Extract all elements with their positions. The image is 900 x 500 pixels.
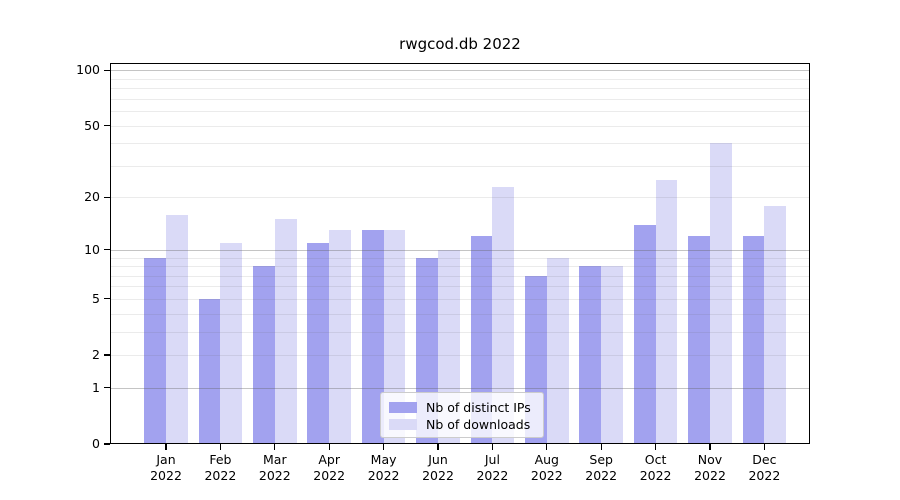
y-gridline-50 [110, 125, 810, 127]
y-tick-mark-5 [104, 298, 110, 300]
chart-title: rwgcod.db 2022 [399, 35, 521, 53]
y-gridline-40 [110, 143, 810, 145]
bar-downloads-dec [764, 205, 787, 444]
y-gridline-5 [110, 298, 810, 300]
x-tick-mark-jan [165, 444, 167, 450]
x-tick-mark-feb [219, 444, 222, 450]
x-tick-mark-oct [654, 444, 657, 450]
x-tick-label-oct: Oct 2022 [639, 452, 672, 483]
y-tick-label-1: 1 [92, 379, 100, 395]
bar-distinct-ips-apr [307, 242, 330, 444]
bar-distinct-ips-nov [688, 236, 710, 444]
bar-distinct-ips-mar [253, 266, 275, 444]
y-tick-label-50: 50 [84, 117, 100, 133]
bar-downloads-aug [546, 257, 569, 444]
y-gridline-6 [110, 286, 810, 288]
y-gridline-7 [110, 275, 810, 277]
legend-item-distinct-ips: Nb of distinct IPs [389, 399, 534, 415]
x-tick-label-nov: Nov 2022 [694, 452, 726, 483]
y-gridline-9 [110, 257, 810, 259]
bar-distinct-ips-dec [742, 236, 765, 444]
y-tick-label-10: 10 [84, 241, 100, 257]
legend-swatch-distinct-ips [389, 401, 417, 413]
y-gridline-90 [110, 78, 810, 80]
plot-area: Nb of distinct IPs Nb of downloads [110, 63, 810, 444]
x-tick-mark-may [383, 444, 385, 450]
x-tick-mark-jun [437, 444, 439, 450]
x-tick-label-sep: Sep 2022 [585, 452, 618, 483]
x-tick-mark-dec [763, 444, 766, 450]
y-gridline-3 [110, 331, 810, 333]
x-tick-mark-nov [709, 444, 711, 450]
y-tick-mark-20 [104, 196, 110, 199]
bar-downloads-mar [274, 219, 297, 444]
y-tick-mark-50 [104, 124, 110, 127]
y-tick-mark-100 [104, 69, 110, 71]
legend-label-distinct-ips: Nb of distinct IPs [426, 399, 531, 415]
y-gridline-2 [110, 355, 810, 356]
bar-distinct-ips-oct [633, 224, 656, 444]
y-tick-label-20: 20 [84, 189, 100, 205]
y-gridline-70 [110, 98, 810, 100]
x-tick-label-jul: Jul 2022 [476, 452, 509, 483]
bar-distinct-ips-may [361, 230, 384, 444]
y-tick-label-5: 5 [92, 290, 100, 306]
y-gridline-30 [110, 165, 810, 167]
bar-distinct-ips-sep [579, 266, 602, 444]
x-tick-mark-aug [546, 444, 548, 450]
bar-downloads-sep [601, 266, 623, 444]
legend-label-downloads: Nb of downloads [426, 416, 531, 432]
x-tick-label-jan: Jan 2022 [150, 452, 182, 483]
y-tick-mark-0 [104, 443, 110, 445]
y-gridline-100 [110, 70, 810, 72]
y-tick-label-0: 0 [92, 436, 100, 451]
y-tick-label-100: 100 [76, 62, 100, 78]
bar-downloads-feb [220, 242, 243, 444]
bar-downloads-oct [655, 180, 678, 444]
y-gridline-20 [110, 197, 810, 199]
x-tick-label-mar: Mar 2022 [258, 452, 291, 483]
x-tick-label-apr: Apr 2022 [313, 452, 346, 483]
bar-downloads-may [383, 230, 406, 444]
y-gridline-10 [110, 249, 810, 251]
y-tick-mark-10 [104, 249, 110, 251]
legend: Nb of distinct IPs Nb of downloads [380, 392, 544, 438]
x-tick-mark-mar [274, 444, 276, 450]
x-tick-label-aug: Aug 2022 [530, 452, 563, 483]
grid-layer [110, 63, 810, 444]
x-tick-mark-apr [328, 444, 330, 450]
y-gridline-80 [110, 88, 810, 90]
bar-downloads-apr [329, 230, 351, 444]
y-gridline-60 [110, 111, 810, 112]
x-tick-label-dec: Dec 2022 [748, 452, 781, 483]
y-gridline-4 [110, 313, 810, 315]
y-gridline-1 [110, 387, 810, 389]
legend-item-downloads: Nb of downloads [389, 416, 534, 432]
bar-distinct-ips-jan [144, 257, 166, 444]
legend-swatch-downloads [389, 418, 417, 430]
bar-downloads-nov [710, 143, 732, 444]
x-tick-label-jun: Jun 2022 [422, 452, 454, 483]
x-tick-mark-jul [491, 444, 494, 450]
x-tick-label-may: May 2022 [367, 452, 400, 483]
y-tick-label-2: 2 [92, 347, 100, 362]
x-tick-label-feb: Feb 2022 [204, 452, 237, 483]
bar-distinct-ips-feb [198, 298, 221, 444]
bar-downloads-jan [166, 214, 188, 444]
bar-downloads-jul [492, 186, 515, 444]
y-tick-mark-1 [104, 387, 110, 389]
y-tick-mark-2 [104, 354, 110, 356]
y-gridline-8 [110, 266, 810, 267]
x-tick-mark-sep [600, 444, 602, 450]
